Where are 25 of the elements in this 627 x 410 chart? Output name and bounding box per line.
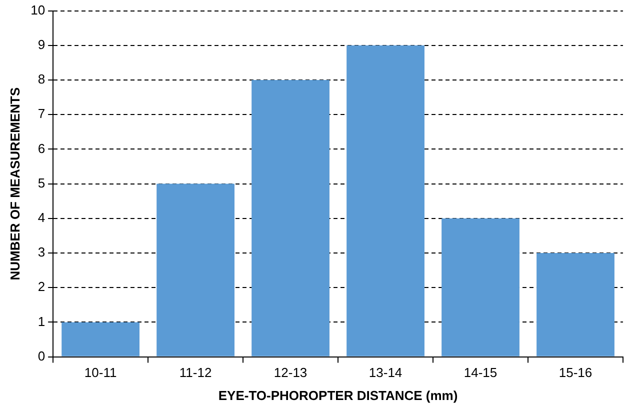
y-tick-label: 0	[38, 348, 46, 364]
bar	[536, 253, 614, 356]
x-tick-label: 12-13	[274, 365, 308, 380]
bar	[156, 184, 234, 356]
y-tick-label: 7	[38, 106, 46, 122]
bar	[62, 322, 140, 356]
y-tick-label: 3	[38, 244, 46, 260]
y-tick-label: 5	[38, 175, 46, 190]
x-axis-title: EYE-TO-PHOROPTER DISTANCE (mm)	[218, 388, 458, 403]
x-tick-label: 11-12	[179, 365, 212, 380]
x-tick-label: 15-16	[558, 365, 592, 380]
y-axis-title: NUMBER OF MEASUREMENTS	[7, 87, 22, 280]
y-tick-label: 1	[38, 314, 46, 329]
y-tick-label: 4	[38, 210, 46, 225]
x-tick-label: 10-11	[84, 365, 117, 380]
y-tick-label: 6	[38, 140, 46, 156]
y-tick-label: 10	[30, 2, 46, 18]
x-tick-label: 13-14	[368, 365, 402, 380]
x-tick-label: 14-15	[464, 365, 498, 380]
bar	[442, 218, 520, 356]
bar	[346, 45, 424, 356]
bar	[252, 80, 330, 356]
y-tick-label: 2	[38, 279, 46, 294]
y-tick-label: 8	[38, 72, 46, 87]
y-tick-label: 9	[38, 36, 46, 52]
